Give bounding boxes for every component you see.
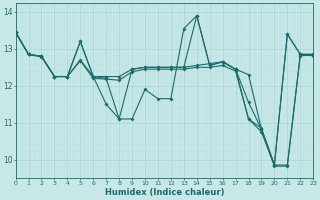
X-axis label: Humidex (Indice chaleur): Humidex (Indice chaleur) [105, 188, 224, 197]
